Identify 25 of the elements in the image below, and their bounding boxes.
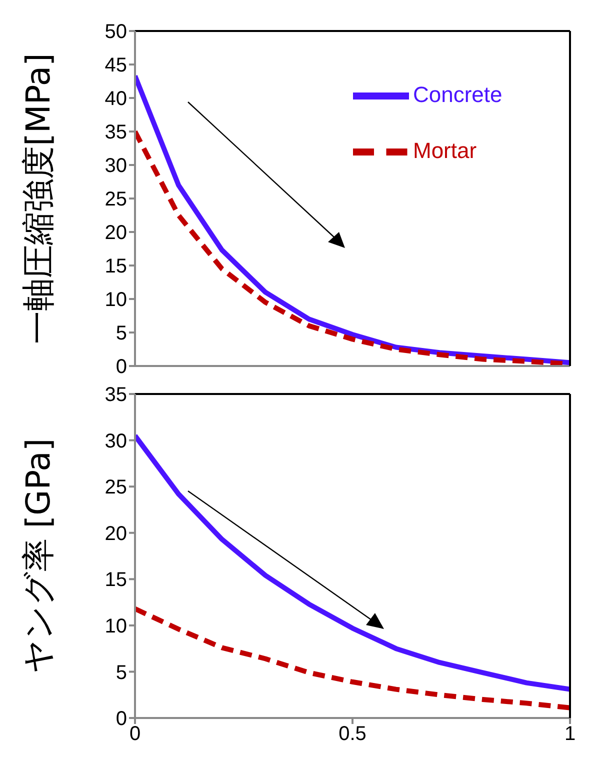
y-tick-label: 50 — [104, 21, 127, 44]
y-tick-label: 0 — [116, 708, 127, 730]
y-tick-label: 10 — [104, 616, 127, 638]
y-tick-label: 15 — [104, 256, 127, 278]
y-tick-label: 20 — [104, 522, 127, 545]
y-tick-label: 25 — [104, 188, 127, 211]
x-tick-label: 0.5 — [338, 723, 366, 746]
y-tick-label: 35 — [104, 384, 127, 406]
y-tick-label: 5 — [116, 322, 127, 345]
y-tick-label: 30 — [104, 430, 127, 452]
y-tick-label: 35 — [104, 122, 127, 144]
x-tick-label: 1 — [564, 723, 576, 746]
y-axis-title: 一軸圧縮強度[MPa] — [18, 53, 58, 344]
legend-label: Mortar — [413, 138, 477, 163]
y-tick-label: 20 — [104, 222, 127, 244]
y-tick-label: 0 — [116, 356, 127, 378]
y-tick-label: 5 — [116, 662, 127, 684]
y-tick-label: 45 — [104, 54, 127, 77]
y-tick-label: 30 — [104, 155, 127, 178]
y-tick-label: 10 — [104, 289, 127, 312]
y-tick-label: 15 — [104, 569, 127, 592]
y-axis-title: ヤング率 [GPa] — [18, 438, 58, 674]
y-tick-label: 25 — [104, 476, 127, 499]
y-tick-label: 40 — [104, 88, 127, 110]
legend-label: Concrete — [413, 82, 502, 107]
